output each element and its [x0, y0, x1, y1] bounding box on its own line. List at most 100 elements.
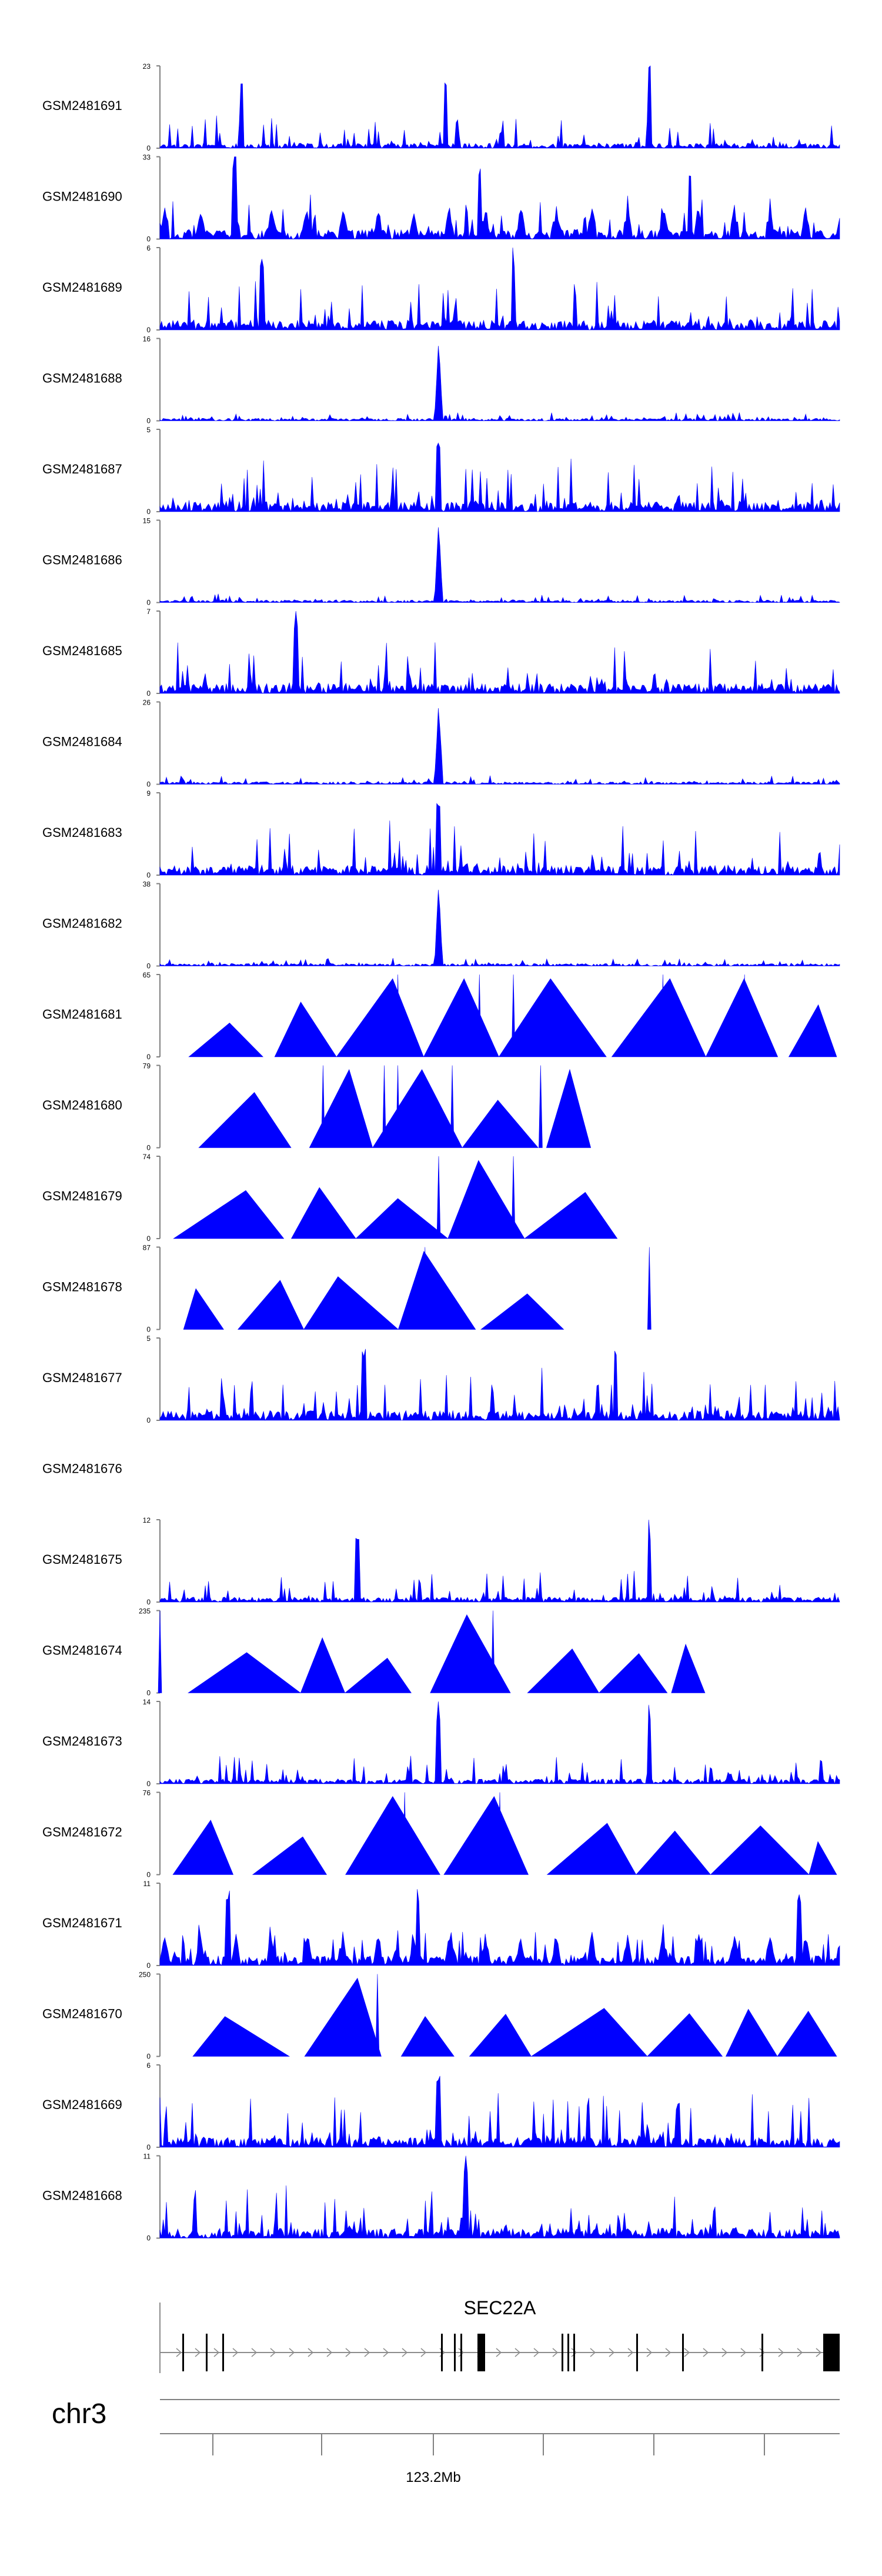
y-max-label: 23 — [143, 62, 151, 71]
track-GSM2481675: GSM2481675 12 0 — [42, 1516, 840, 1606]
track-GSM2481678: GSM2481678 87 0 — [42, 1244, 652, 1334]
y-max-label: 87 — [143, 1244, 151, 1252]
signal-area — [173, 1156, 618, 1239]
track-label: GSM2481669 — [42, 2097, 122, 2112]
gene-label: SEC22A — [464, 2297, 536, 2318]
y-min-label: 0 — [146, 508, 151, 516]
track-GSM2481684: GSM2481684 26 0 — [42, 699, 840, 789]
strand-chevron — [176, 2348, 182, 2357]
y-max-label: 12 — [143, 1516, 151, 1524]
exon — [636, 2334, 638, 2371]
exon — [483, 2334, 485, 2371]
strand-chevron — [345, 2348, 352, 2357]
y-max-label: 6 — [146, 244, 151, 252]
exon — [454, 2334, 456, 2371]
signal-area — [159, 2155, 840, 2239]
signal-area — [159, 1889, 840, 1966]
signal-area — [192, 1974, 837, 2057]
y-max-label: 5 — [146, 426, 151, 434]
signal-area — [183, 1247, 652, 1330]
signal-area — [159, 803, 840, 876]
axis-tick-label: 123.2Mb — [406, 2470, 460, 2485]
y-min-label: 0 — [146, 326, 151, 334]
strand-chevron — [646, 2348, 653, 2357]
track-GSM2481683: GSM2481683 9 0 — [42, 789, 840, 879]
strand-chevron — [402, 2348, 408, 2357]
track-GSM2481679: GSM2481679 74 0 — [42, 1153, 618, 1243]
strand-chevron — [420, 2348, 427, 2357]
y-min-label: 0 — [146, 1961, 151, 1970]
signal-area — [172, 1792, 837, 1875]
track-label: GSM2481675 — [42, 1552, 122, 1567]
track-GSM2481668: GSM2481668 11 0 — [42, 2153, 840, 2243]
signal-area — [159, 1701, 840, 1785]
track-label: GSM2481671 — [42, 1916, 122, 1930]
y-min-label: 0 — [146, 1234, 151, 1243]
strand-chevron — [251, 2348, 258, 2357]
track-label: GSM2481668 — [42, 2188, 122, 2203]
track-label: GSM2481676 — [42, 1461, 122, 1476]
strand-chevron — [533, 2348, 540, 2357]
track-GSM2481674: GSM2481674 235 0 — [42, 1607, 706, 1697]
y-min-label: 0 — [146, 871, 151, 879]
y-min-label: 0 — [146, 1871, 151, 1879]
strand-chevron — [514, 2348, 521, 2357]
exon — [562, 2334, 563, 2371]
y-min-label: 0 — [146, 1053, 151, 1061]
track-GSM2481670: GSM2481670 250 0 — [42, 1971, 837, 2061]
gene-model — [160, 2334, 840, 2371]
track-GSM2481688: GSM2481688 16 0 — [42, 335, 840, 425]
track-GSM2481687: GSM2481687 5 0 — [42, 426, 840, 516]
signal-area — [159, 527, 840, 603]
strand-chevron — [195, 2348, 201, 2357]
exon — [761, 2334, 763, 2371]
y-max-label: 76 — [143, 1789, 151, 1797]
track-GSM2481671: GSM2481671 11 0 — [42, 1880, 840, 1970]
track-label: GSM2481672 — [42, 1825, 122, 1840]
track-label: GSM2481686 — [42, 553, 122, 568]
signal-tracks: GSM2481691230GSM2481690330GSM248168960GS… — [42, 62, 840, 2243]
y-max-label: 11 — [143, 1880, 151, 1888]
y-min-label: 0 — [146, 1416, 151, 1424]
track-label: GSM2481682 — [42, 916, 122, 931]
y-max-label: 7 — [146, 608, 151, 616]
track-GSM2481686: GSM2481686 15 0 — [42, 517, 840, 607]
signal-area — [159, 156, 840, 240]
strand-chevron — [684, 2348, 690, 2357]
track-GSM2481672: GSM2481672 76 0 — [42, 1789, 837, 1879]
y-max-label: 5 — [146, 1334, 151, 1343]
y-min-label: 0 — [146, 235, 151, 243]
y-max-label: 38 — [143, 880, 151, 889]
y-min-label: 0 — [146, 689, 151, 698]
track-GSM2481673: GSM2481673 14 0 — [42, 1698, 840, 1788]
track-label: GSM2481688 — [42, 371, 122, 386]
signal-area — [198, 1065, 592, 1148]
exon — [206, 2334, 208, 2371]
y-max-label: 33 — [143, 154, 151, 162]
strand-chevron — [458, 2348, 465, 2357]
track-label: GSM2481689 — [42, 280, 122, 295]
y-max-label: 79 — [143, 1062, 151, 1070]
y-min-label: 0 — [146, 144, 151, 152]
strand-chevron — [703, 2348, 709, 2357]
chromosome-axis: chr3 123.2Mb — [52, 2398, 840, 2485]
strand-chevron — [740, 2348, 747, 2357]
signal-area — [159, 345, 840, 422]
gene-track: SEC22A — [159, 2297, 840, 2373]
track-label: GSM2481687 — [42, 462, 122, 476]
y-max-label: 65 — [143, 971, 151, 979]
exon — [682, 2334, 684, 2371]
signal-area — [159, 1349, 840, 1421]
track-GSM2481680: GSM2481680 79 0 — [42, 1062, 592, 1152]
track-label: GSM2481684 — [42, 735, 122, 749]
strand-chevron — [571, 2348, 577, 2357]
signal-area — [159, 65, 840, 149]
track-label: GSM2481683 — [42, 825, 122, 840]
y-max-label: 6 — [146, 2061, 151, 2070]
strand-chevron — [383, 2348, 389, 2357]
track-label: GSM2481674 — [42, 1643, 122, 1658]
strand-chevron — [270, 2348, 276, 2357]
strand-chevron — [326, 2348, 333, 2357]
strand-chevron — [232, 2348, 239, 2357]
